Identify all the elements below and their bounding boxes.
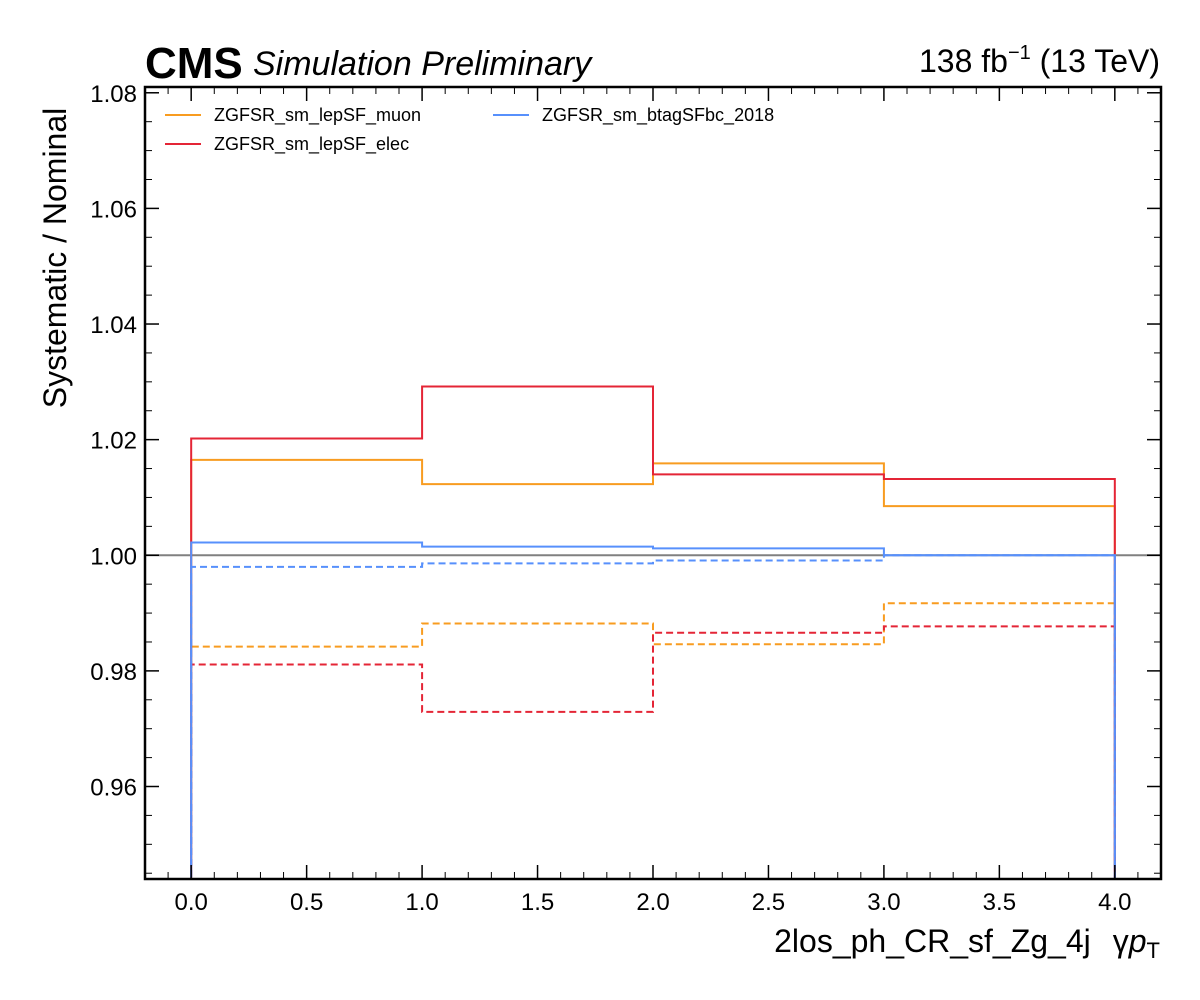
series-line-elec-up	[190, 385, 1116, 879]
cms-subtitle: Simulation Preliminary	[253, 45, 593, 83]
x-axis-var-sub: T	[1147, 938, 1160, 963]
y-tick-label: 0.96	[90, 775, 137, 802]
y-tick-label: 1.04	[90, 312, 137, 339]
y-tick-label: 1.06	[90, 196, 137, 223]
plot-frame	[143, 85, 1163, 881]
x-tick-label: 2.5	[752, 889, 785, 916]
x-tick-label: 1.0	[405, 889, 438, 916]
cms-logo: CMS	[145, 39, 243, 88]
tick-labels-layer: 0.0 0.5 1.0 1.5 2.0 2.5 3.0 3.5 4.0 0.96 0.98 1.00 1…	[90, 81, 1131, 916]
x-tick-label: 0.0	[174, 889, 207, 916]
x-tick-label: 0.5	[290, 889, 323, 916]
x-tick-label: 3.5	[983, 889, 1016, 916]
series-layer	[190, 385, 1116, 879]
x-axis-title: 2los_ph_CR_sf_Zg_4j γpT	[774, 923, 1160, 963]
x-tick-label: 3.0	[867, 889, 900, 916]
y-tick-label: 1.02	[90, 428, 137, 455]
x-tick-label: 1.5	[521, 889, 554, 916]
series-line-elec-down	[190, 625, 1116, 879]
legend-label-elec: ZGFSR_sm_lepSF_elec	[214, 134, 409, 155]
legend-label-muon: ZGFSR_sm_lepSF_muon	[214, 105, 421, 126]
series-line-btag-down	[190, 554, 1116, 879]
legend: ZGFSR_sm_lepSF_muon ZGFSR_sm_lepSF_elec ZG…	[165, 105, 774, 155]
series-line-muon-down	[190, 602, 1116, 879]
y-tick-label: 1.00	[90, 543, 137, 570]
legend-label-btag: ZGFSR_sm_btagSFbc_2018	[542, 105, 774, 126]
y-tick-label: 0.98	[90, 659, 137, 686]
series-line-btag-up	[190, 541, 1116, 879]
lumi-value: 138 fb	[919, 43, 1008, 79]
lumi-exponent: −1	[1008, 42, 1031, 64]
y-tick-label: 1.08	[90, 81, 137, 108]
x-axis-var: p	[1128, 923, 1147, 959]
lumi-energy: (13 TeV)	[1031, 43, 1160, 79]
x-axis-var-prefix: γ	[1113, 923, 1129, 959]
luminosity-label: 138 fb−1 (13 TeV)	[919, 42, 1160, 79]
x-tick-label: 4.0	[1098, 889, 1131, 916]
x-tick-label: 2.0	[636, 889, 669, 916]
x-axis-title-main: 2los_ph_CR_sf_Zg_4j	[774, 923, 1091, 959]
y-axis-title: Systematic / Nominal	[37, 108, 73, 409]
